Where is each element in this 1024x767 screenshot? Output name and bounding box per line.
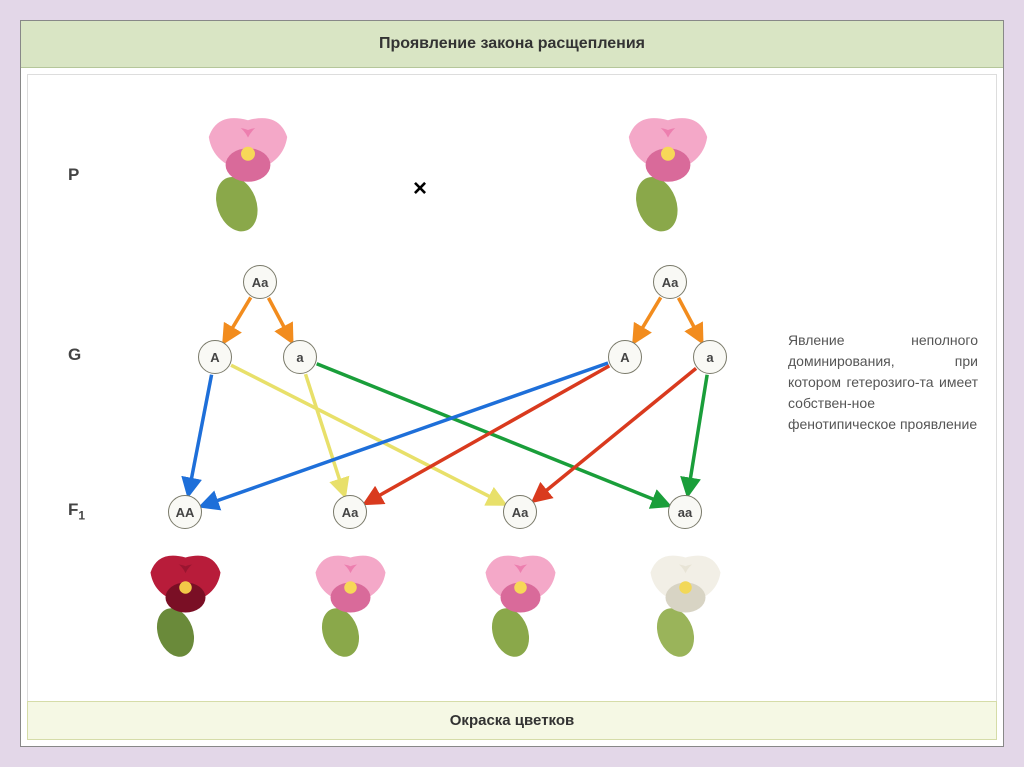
- flower-f-Aa1: [288, 535, 413, 665]
- genotype-node-f_aa: aa: [668, 495, 702, 529]
- row-label-F1: F1: [68, 500, 85, 522]
- genotype-node-g_LA: A: [198, 340, 232, 374]
- footer-bar: Окраска цветков: [27, 701, 997, 740]
- flower-f-Aa2: [458, 535, 583, 665]
- genotype-node-p_right_geno: Aa: [653, 265, 687, 299]
- footer-caption: Окраска цветков: [450, 712, 574, 729]
- genotype-node-f_AA: AA: [168, 495, 202, 529]
- row-label-G: G: [68, 345, 81, 365]
- flower-p-right: [598, 95, 738, 240]
- cross-symbol: ×: [413, 175, 427, 203]
- genotype-node-f_Aa1: Aa: [333, 495, 367, 529]
- diagram-frame: Проявление закона расщепления P G F1 × Aa Aa A…: [20, 20, 1004, 747]
- flower-f-aa: [623, 535, 748, 665]
- genotype-node-p_left_geno: Aa: [243, 265, 277, 299]
- row-label-P: P: [68, 165, 79, 185]
- side-explanation: Явление неполного доминирования, при кот…: [788, 330, 978, 435]
- genotype-node-g_Ra: a: [693, 340, 727, 374]
- header-title: Проявление закона расщепления: [379, 35, 645, 52]
- flower-p-left: [178, 95, 318, 240]
- header-bar: Проявление закона расщепления: [21, 21, 1003, 68]
- genotype-node-g_La: a: [283, 340, 317, 374]
- flower-f-AA: [123, 535, 248, 665]
- genotype-node-g_RA: A: [608, 340, 642, 374]
- genotype-node-f_Aa2: Aa: [503, 495, 537, 529]
- content-area: PGF1×AaAaAaAaAAAaAaaaЯвление неполного д…: [27, 74, 997, 704]
